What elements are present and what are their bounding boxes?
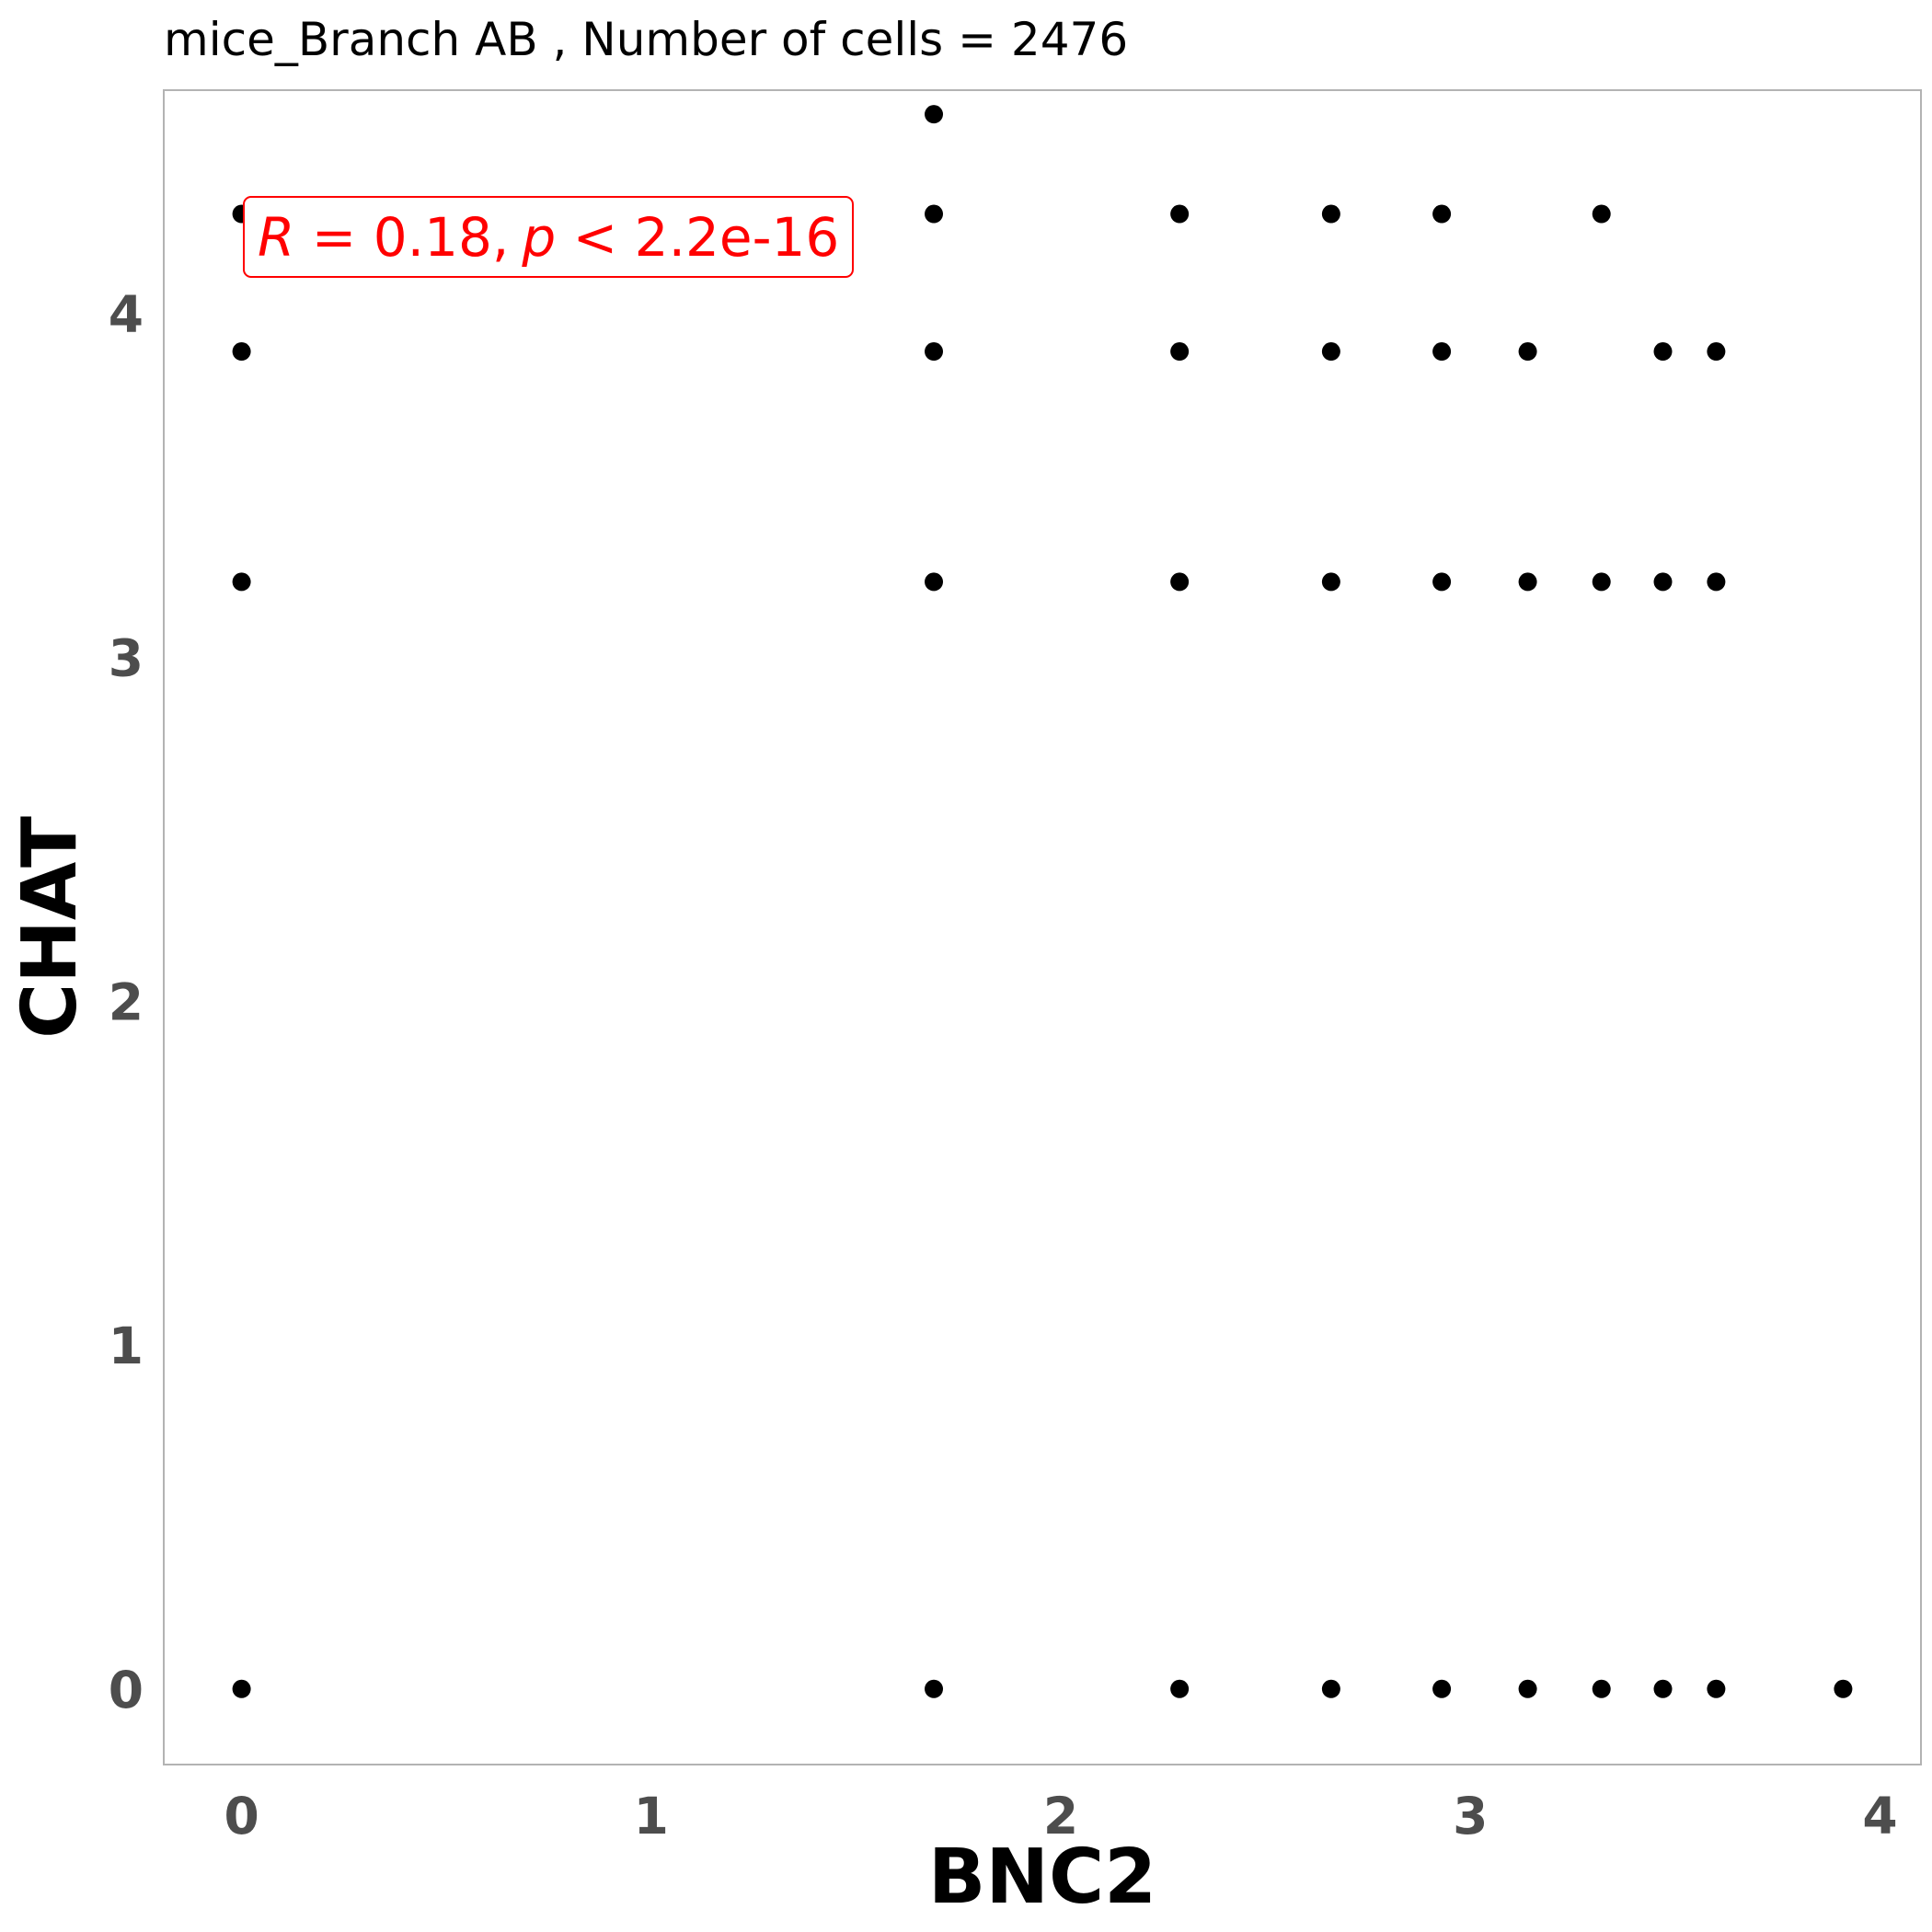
data-point <box>1653 342 1673 362</box>
y-tick-label: 3 <box>109 629 144 688</box>
data-point <box>1653 1679 1673 1698</box>
x-tick-label: 3 <box>1453 1787 1488 1846</box>
data-point <box>1834 1679 1853 1698</box>
annotation-text: R = 0.18, p < 2.2e-16 <box>258 206 839 269</box>
annotation-box <box>243 196 854 278</box>
data-point <box>1170 342 1190 362</box>
x-tick-label: 1 <box>634 1787 669 1846</box>
x-axis-ticks: 0 1 2 3 4 <box>224 1787 1897 1846</box>
data-point <box>925 572 944 592</box>
y-tick-label: 4 <box>109 285 144 344</box>
data-point <box>1170 572 1190 592</box>
y-axis-ticks: 0 1 2 3 4 <box>109 285 144 1719</box>
data-point <box>1518 1679 1537 1698</box>
data-point <box>232 1679 251 1698</box>
plot-panel <box>163 89 1922 1765</box>
data-points <box>232 105 1853 1698</box>
data-point <box>1653 572 1673 592</box>
annotation-p-label: p <box>521 206 556 269</box>
data-point <box>1707 1679 1726 1698</box>
chart-title: mice_Branch AB , Number of cells = 2476 <box>164 13 1128 66</box>
data-point <box>925 342 944 362</box>
data-point <box>1170 1679 1190 1698</box>
data-point <box>925 105 944 124</box>
data-point <box>1707 572 1726 592</box>
data-point <box>1432 342 1452 362</box>
y-tick-label: 1 <box>109 1317 144 1375</box>
data-point <box>1592 1679 1611 1698</box>
data-point <box>1518 572 1537 592</box>
data-point <box>1707 342 1726 362</box>
data-point <box>232 572 251 592</box>
data-point <box>1321 572 1340 592</box>
data-point <box>925 204 944 224</box>
data-point <box>1170 204 1190 224</box>
data-point <box>1518 342 1537 362</box>
data-point <box>1432 204 1452 224</box>
annotation-r-label: R <box>258 206 294 269</box>
annotation-r-value: = 0.18, <box>294 206 509 269</box>
x-tick-label: 0 <box>224 1787 259 1846</box>
data-point <box>1592 572 1611 592</box>
data-point <box>925 1679 944 1698</box>
x-tick-label: 2 <box>1043 1787 1078 1846</box>
data-point <box>1592 204 1611 224</box>
data-point <box>232 342 251 362</box>
data-point <box>1432 572 1452 592</box>
data-point <box>1321 204 1340 224</box>
y-tick-label: 0 <box>109 1661 144 1719</box>
data-point <box>1321 342 1340 362</box>
data-point <box>1432 1679 1452 1698</box>
y-tick-label: 2 <box>109 972 144 1031</box>
x-axis-label: BNC2 <box>928 1834 1156 1921</box>
correlation-annotation: R = 0.18, p < 2.2e-16 <box>243 196 854 278</box>
data-point <box>1321 1679 1340 1698</box>
x-tick-label: 4 <box>1862 1787 1897 1846</box>
annotation-p-value: < 2.2e-16 <box>556 206 839 269</box>
y-axis-label: CHAT <box>6 816 94 1039</box>
